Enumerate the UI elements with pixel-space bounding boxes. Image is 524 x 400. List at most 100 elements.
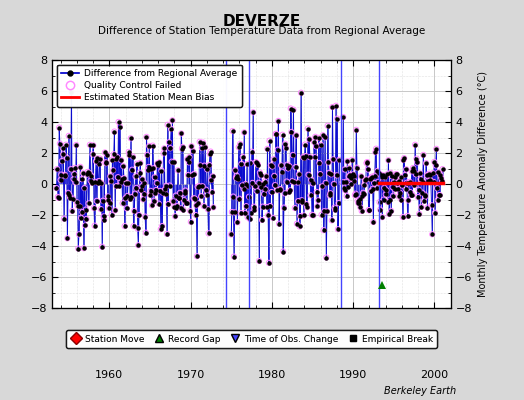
- Point: [209, 204, 217, 211]
- Point: [244, 183, 253, 190]
- Point: [316, 142, 325, 148]
- Text: 1960: 1960: [95, 370, 123, 380]
- Point: [166, 182, 174, 189]
- Point: [234, 176, 242, 182]
- Point: [265, 260, 273, 266]
- Point: [314, 135, 323, 141]
- Point: [281, 140, 289, 147]
- Point: [406, 179, 414, 185]
- Point: [393, 180, 401, 186]
- Point: [371, 149, 379, 155]
- Point: [60, 216, 68, 222]
- Point: [280, 204, 288, 211]
- Point: [385, 211, 394, 217]
- Point: [249, 109, 257, 116]
- Point: [342, 178, 350, 185]
- Point: [399, 157, 408, 163]
- Point: [252, 159, 260, 165]
- Point: [323, 122, 332, 129]
- Point: [351, 192, 359, 198]
- Point: [419, 152, 428, 158]
- Point: [71, 179, 80, 186]
- Point: [69, 176, 78, 182]
- Point: [61, 173, 70, 179]
- Point: [237, 161, 246, 167]
- Point: [339, 179, 347, 185]
- Point: [170, 204, 179, 210]
- Text: DEVERZE: DEVERZE: [223, 14, 301, 29]
- Point: [292, 132, 300, 138]
- Point: [303, 125, 312, 132]
- Point: [350, 173, 358, 180]
- Point: [318, 212, 326, 218]
- Point: [330, 204, 339, 211]
- Point: [78, 176, 86, 182]
- Text: 2000: 2000: [420, 370, 449, 380]
- Point: [112, 183, 121, 189]
- Point: [187, 219, 195, 225]
- Point: [227, 231, 235, 238]
- Point: [205, 162, 213, 168]
- Point: [237, 210, 245, 216]
- Point: [249, 204, 258, 210]
- Point: [100, 213, 108, 220]
- Point: [278, 168, 286, 175]
- Point: [357, 208, 366, 214]
- Point: [166, 145, 174, 152]
- Point: [77, 214, 85, 221]
- Point: [352, 127, 361, 133]
- Point: [231, 167, 239, 173]
- Point: [207, 177, 215, 183]
- Point: [156, 188, 165, 194]
- Point: [294, 198, 302, 204]
- Point: [240, 129, 248, 136]
- Point: [248, 180, 257, 186]
- Point: [59, 151, 68, 158]
- Point: [392, 171, 401, 178]
- Point: [362, 176, 370, 182]
- Point: [319, 132, 327, 138]
- Point: [273, 187, 281, 194]
- Point: [329, 156, 337, 163]
- Point: [135, 212, 143, 218]
- Point: [180, 197, 188, 203]
- Point: [168, 117, 177, 124]
- Point: [141, 230, 150, 236]
- Point: [303, 204, 311, 210]
- Point: [390, 186, 399, 193]
- Point: [202, 186, 210, 193]
- Point: [152, 187, 160, 193]
- Point: [78, 209, 86, 215]
- Point: [417, 204, 425, 210]
- Point: [268, 163, 277, 170]
- Point: [307, 192, 315, 198]
- Point: [434, 169, 443, 176]
- Point: [173, 203, 181, 209]
- Point: [417, 176, 425, 182]
- Point: [178, 146, 186, 152]
- Point: [117, 157, 125, 164]
- Point: [201, 144, 209, 150]
- Point: [114, 119, 123, 125]
- Point: [138, 176, 147, 183]
- Point: [293, 220, 301, 227]
- Point: [294, 171, 303, 178]
- Point: [177, 130, 185, 137]
- Point: [198, 183, 206, 190]
- Point: [353, 198, 362, 204]
- Point: [300, 212, 308, 219]
- Point: [64, 133, 73, 139]
- Point: [397, 174, 405, 180]
- Point: [408, 168, 416, 174]
- Point: [403, 179, 411, 186]
- Point: [185, 154, 194, 160]
- Point: [372, 146, 380, 152]
- Point: [200, 162, 209, 169]
- Point: [147, 165, 156, 172]
- Point: [160, 145, 168, 152]
- Point: [58, 144, 67, 151]
- Point: [204, 230, 213, 236]
- Point: [286, 187, 294, 194]
- Point: [432, 146, 441, 152]
- Point: [82, 216, 91, 222]
